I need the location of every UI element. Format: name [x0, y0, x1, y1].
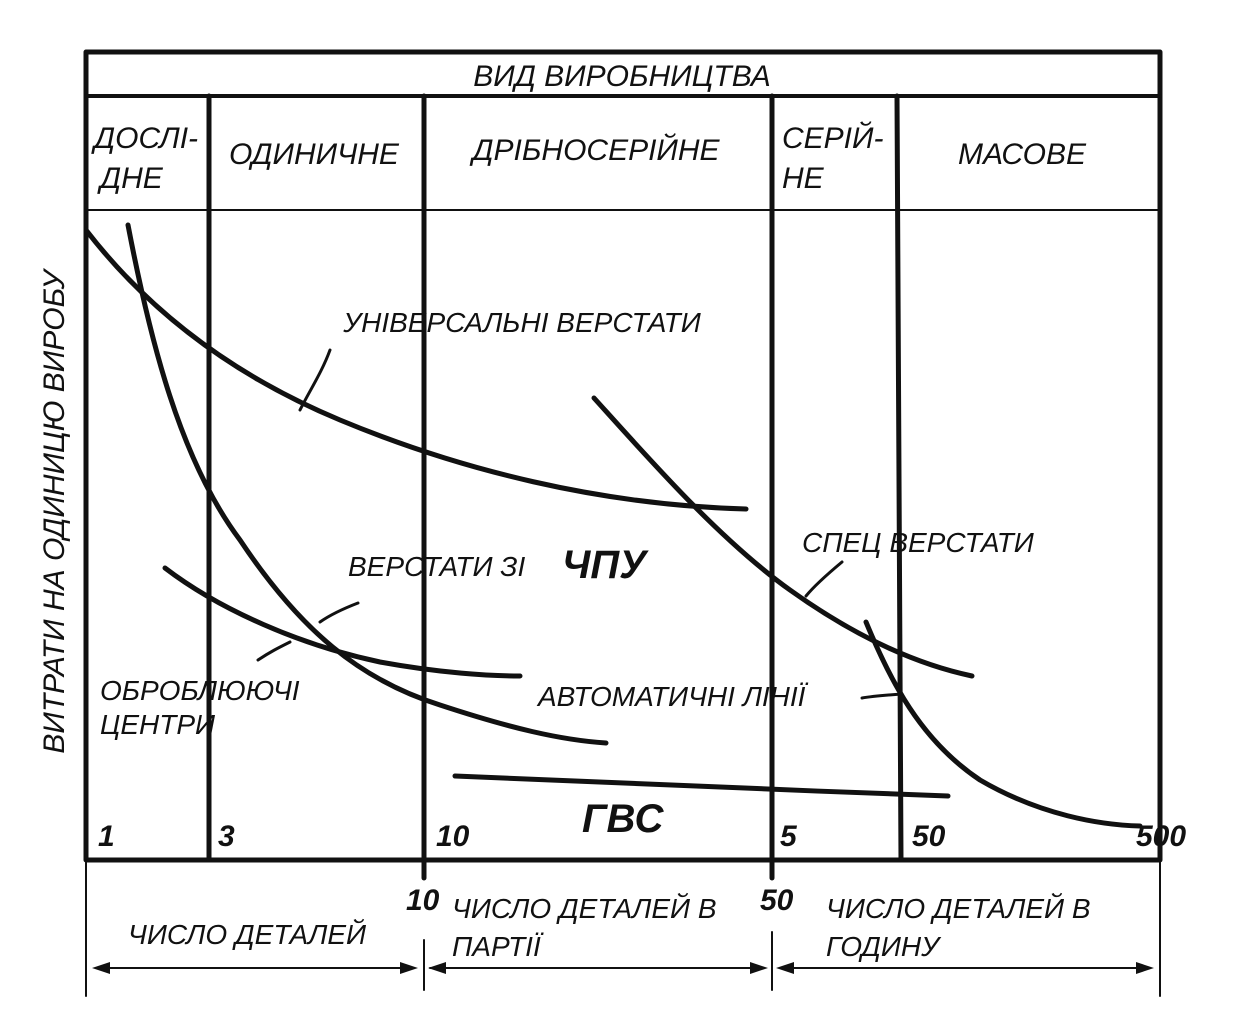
column-experimental-line1: ДОСЛІ- — [91, 122, 198, 155]
divider-line-4 — [894, 93, 904, 863]
column-serial-line2: НЕ — [782, 162, 825, 195]
curve-fms — [452, 773, 951, 799]
label-automatic-lines: АВТОМАТИЧНІ ЛІНІЇ — [536, 681, 809, 712]
bottom-label-batch-line2: ПАРТІЇ — [452, 931, 544, 962]
tick-1: 1 — [98, 820, 115, 853]
curve-automatic-lines — [863, 619, 1143, 829]
range-arrow-middle-head-end — [750, 962, 768, 974]
tick-50: 50 — [912, 820, 946, 853]
curve-cnc-machines — [125, 222, 609, 746]
tick-5: 5 — [780, 820, 798, 853]
curve-universal-machines — [83, 227, 749, 512]
range-arrow-left-head-end — [400, 962, 418, 974]
label-machining-centers-line2: ЦЕНТРИ — [100, 709, 216, 740]
leader-machining — [256, 640, 292, 662]
leader-cnc — [318, 601, 360, 624]
range-arrow-right-head-start — [776, 962, 794, 974]
label-universal-machines: УНІВЕРСАЛЬНІ ВЕРСТАТИ — [342, 307, 702, 338]
column-mass: МАСОВЕ — [958, 138, 1087, 171]
bottom-label-hour-line1: ЧИСЛО ДЕТАЛЕЙ В — [826, 892, 1091, 924]
range-arrow-middle-head-start — [428, 962, 446, 974]
diagram-frame — [83, 49, 1163, 863]
label-machining-centers-line1: ОБРОБЛЮЮЧІ — [100, 675, 300, 706]
curve-special-machines — [591, 395, 975, 679]
label-cnc-part1: ВЕРСТАТИ ЗІ — [348, 551, 525, 582]
tick-10: 10 — [436, 820, 470, 853]
tick-3: 3 — [218, 820, 235, 853]
range-arrow-left-head-start — [92, 962, 110, 974]
column-small-batch: ДРІБНОСЕРІЙНЕ — [469, 133, 720, 167]
boundary-50: 50 — [760, 884, 794, 917]
bottom-label-hour-line2: ГОДИНУ — [826, 931, 942, 962]
curve-machining-centers — [162, 565, 523, 679]
bottom-label-batch-line1: ЧИСЛО ДЕТАЛЕЙ В — [452, 892, 717, 924]
bottom-label-number-of-parts: ЧИСЛО ДЕТАЛЕЙ — [128, 918, 367, 950]
leader-universal — [298, 348, 332, 412]
y-axis-label: ВИТРАТИ НА ОДИНИЦЮ ВИРОБУ — [38, 268, 71, 754]
leader-special — [804, 560, 844, 598]
label-cnc-part2: ЧПУ — [562, 543, 649, 587]
leader-auto-lines — [860, 692, 904, 700]
label-special-machines: СПЕЦ ВЕРСТАТИ — [802, 527, 1035, 558]
boundary-10: 10 — [406, 884, 440, 917]
header-title: ВИД ВИРОБНИЦТВА — [473, 60, 771, 93]
column-serial-line1: СЕРІЙ- — [782, 121, 883, 155]
column-experimental-line2: ДНЕ — [97, 162, 164, 195]
column-single: ОДИНИЧНЕ — [229, 138, 400, 171]
range-arrow-right-head-end — [1136, 962, 1154, 974]
tick-500: 500 — [1136, 820, 1186, 853]
label-fms: ГВС — [582, 797, 664, 841]
